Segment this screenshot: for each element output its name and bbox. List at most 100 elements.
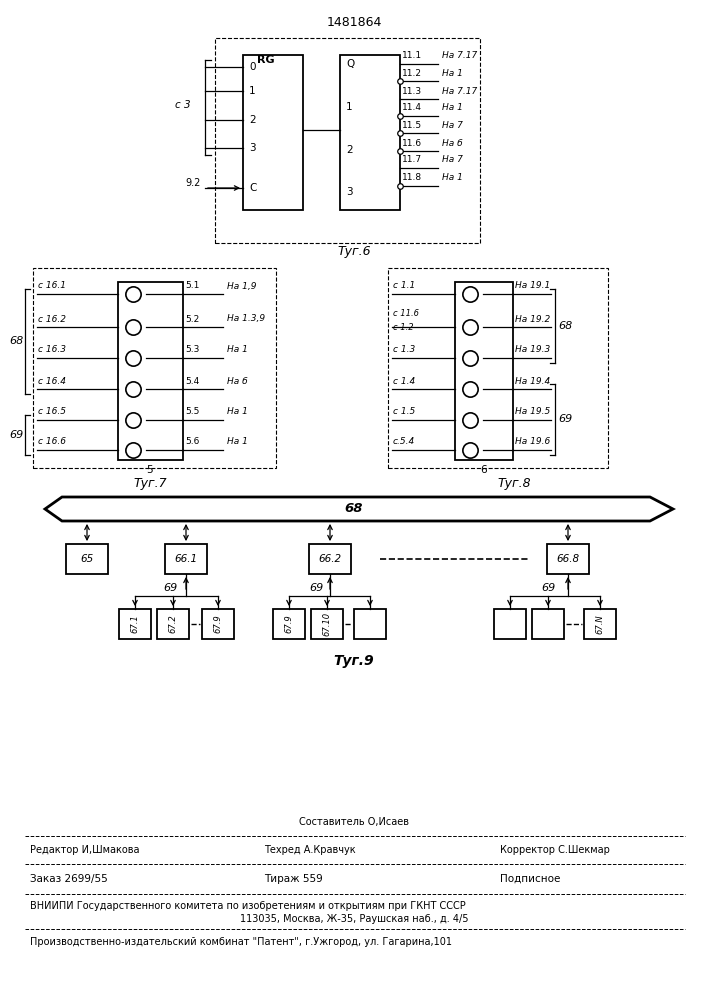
Text: 11.6: 11.6	[402, 138, 422, 147]
Text: 5.2: 5.2	[185, 314, 199, 324]
Bar	[273, 609, 305, 639]
Text: На 19.2: На 19.2	[515, 314, 550, 324]
Text: с 1.1: с 1.1	[393, 282, 415, 290]
Polygon shape	[45, 497, 673, 521]
Text: На 1: На 1	[227, 438, 248, 446]
Text: с 1.3: с 1.3	[393, 346, 415, 355]
Text: Q: Q	[346, 59, 354, 69]
Text: 69: 69	[9, 430, 23, 440]
Text: с 16.5: с 16.5	[38, 408, 66, 416]
Text: 66.2: 66.2	[318, 554, 341, 564]
Text: 5.6: 5.6	[185, 438, 199, 446]
Text: На 7.17: На 7.17	[442, 51, 477, 60]
Text: 69: 69	[309, 583, 323, 593]
Text: На 1,9: На 1,9	[227, 282, 257, 290]
Text: 67.9: 67.9	[214, 615, 223, 633]
Text: 11.4: 11.4	[402, 104, 422, 112]
Text: 5.1: 5.1	[185, 282, 199, 290]
Bar	[309, 544, 351, 574]
Text: На 19.6: На 19.6	[515, 438, 550, 446]
Text: На 1: На 1	[442, 174, 463, 182]
Text: На 19.3: На 19.3	[515, 346, 550, 355]
Text: Тираж 559: Тираж 559	[264, 874, 323, 884]
Text: Τуг.8: Τуг.8	[497, 478, 531, 490]
Text: 62: 62	[464, 384, 475, 393]
Text: Подписное: Подписное	[500, 874, 561, 884]
Text: с 1.4: с 1.4	[393, 376, 415, 385]
Text: 5.5: 5.5	[185, 408, 199, 416]
Bar	[340, 55, 400, 210]
Text: 1: 1	[346, 102, 353, 112]
Text: с 11.6: с 11.6	[393, 308, 419, 318]
Bar	[243, 55, 303, 210]
Text: На 1: На 1	[442, 104, 463, 112]
Text: с 1.2: с 1.2	[393, 322, 414, 332]
Text: 113035, Москва, Ж-35, Раушская наб., д. 4/5: 113035, Москва, Ж-35, Раушская наб., д. …	[240, 914, 468, 924]
Text: 68: 68	[9, 336, 23, 346]
Text: 9.2: 9.2	[185, 178, 200, 188]
Bar	[455, 282, 513, 460]
Text: 53: 53	[128, 290, 139, 298]
Text: 58: 58	[128, 446, 139, 454]
Text: ВНИИПИ Государственного комитета по изобретениям и открытиям при ГКНТ СССР: ВНИИПИ Государственного комитета по изоб…	[30, 901, 466, 911]
Text: 60: 60	[464, 290, 475, 298]
Text: с 16.6: с 16.6	[38, 438, 66, 446]
Text: Составитель О,Исаев: Составитель О,Исаев	[299, 817, 409, 827]
Text: с 3: с 3	[175, 100, 191, 110]
Text: с 16.1: с 16.1	[38, 282, 66, 290]
Text: 67.9: 67.9	[284, 615, 293, 633]
Text: На 19.5: На 19.5	[515, 408, 550, 416]
Text: 5.4: 5.4	[185, 376, 199, 385]
Bar	[157, 609, 189, 639]
Bar	[311, 609, 343, 639]
Text: 69: 69	[558, 414, 572, 424]
Text: 11.8: 11.8	[402, 174, 422, 182]
Text: 56: 56	[128, 384, 139, 393]
Text: 67.10: 67.10	[322, 612, 332, 636]
Text: с.5.4: с.5.4	[393, 438, 415, 446]
Text: На 7: На 7	[442, 155, 463, 164]
Text: Техред А.Кравчук: Техред А.Кравчук	[264, 845, 356, 855]
Text: 2: 2	[346, 145, 353, 155]
Text: На 7: На 7	[442, 120, 463, 129]
Text: На 7.17: На 7.17	[442, 87, 477, 96]
Text: RG: RG	[257, 55, 275, 65]
Text: Τуг.7: Τуг.7	[133, 478, 167, 490]
Text: 67.1: 67.1	[131, 615, 139, 633]
Text: На 19.1: На 19.1	[515, 282, 550, 290]
Text: 55: 55	[128, 354, 139, 362]
Bar	[388, 268, 608, 468]
Bar	[547, 544, 589, 574]
Text: 11.1: 11.1	[402, 51, 422, 60]
Text: 68: 68	[345, 502, 363, 516]
Text: 69: 69	[541, 583, 555, 593]
Text: 57: 57	[128, 416, 139, 424]
Text: На 19.4: На 19.4	[515, 376, 550, 385]
Text: 5.3: 5.3	[185, 346, 199, 355]
Bar	[165, 544, 207, 574]
Text: 0: 0	[249, 62, 255, 72]
Text: Редактор И,Шмакова: Редактор И,Шмакова	[30, 845, 139, 855]
Bar	[66, 544, 108, 574]
Text: 64: 64	[464, 446, 475, 454]
Text: 3: 3	[346, 187, 353, 197]
Text: 69: 69	[163, 583, 177, 593]
Text: 5: 5	[146, 465, 153, 475]
Text: На 1: На 1	[227, 408, 248, 416]
Text: 1481864: 1481864	[327, 15, 382, 28]
Text: 66.8: 66.8	[556, 554, 580, 564]
Text: 67.N: 67.N	[595, 614, 604, 634]
Bar	[33, 268, 276, 468]
Text: На б: На б	[227, 376, 247, 385]
Text: с 16.3: с 16.3	[38, 346, 66, 355]
Text: Τуг.6: Τуг.6	[337, 245, 370, 258]
Text: 6: 6	[481, 465, 487, 475]
Text: 67.2: 67.2	[168, 615, 177, 633]
Bar	[119, 609, 151, 639]
Text: На 1: На 1	[442, 68, 463, 78]
Text: с 1.5: с 1.5	[393, 408, 415, 416]
Bar	[202, 609, 234, 639]
Text: На б: На б	[442, 138, 462, 147]
Text: C: C	[249, 183, 257, 193]
Bar	[215, 38, 480, 243]
